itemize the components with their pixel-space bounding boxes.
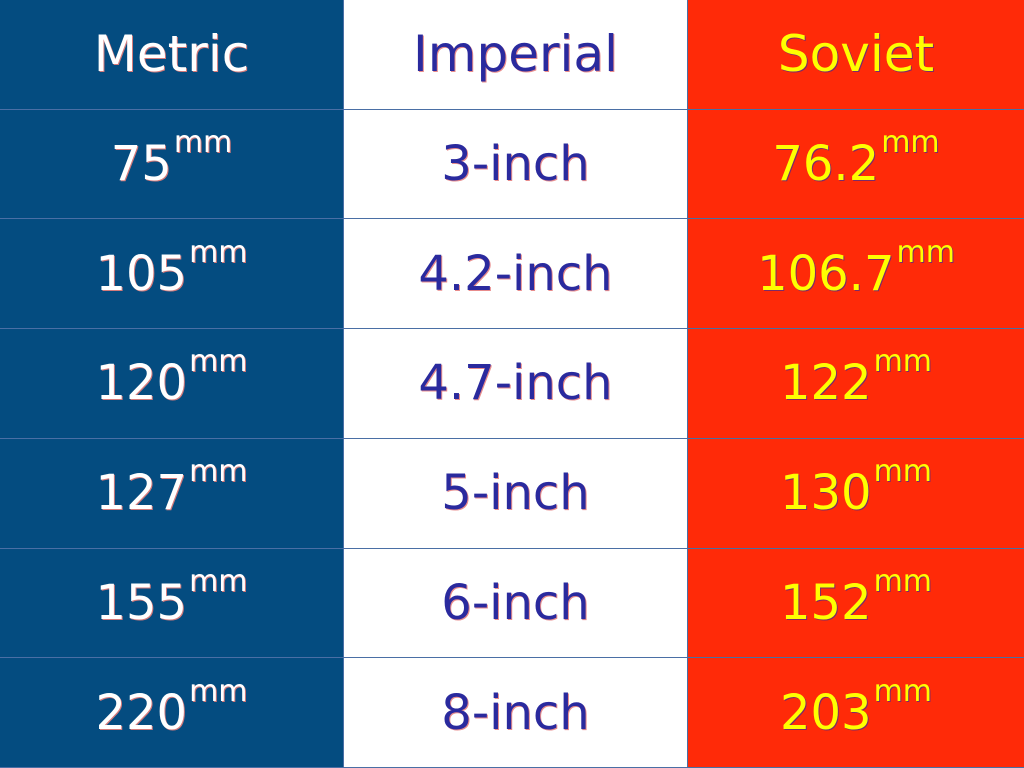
imperial-value: 3-inch [441, 136, 590, 193]
metric-cell: 155 mm [0, 548, 344, 659]
metric-value: 220 [95, 684, 188, 741]
metric-cell: 75 mm [0, 109, 344, 220]
imperial-cell: 4.7-inch [344, 329, 688, 439]
soviet-cell: 122 mm [688, 329, 1024, 439]
soviet-unit: mm [873, 344, 933, 380]
soviet-value: 76.2 [772, 136, 880, 193]
soviet-value: 203 [779, 684, 872, 741]
metric-value: 127 [95, 465, 188, 522]
soviet-value: 152 [779, 574, 872, 631]
metric-unit: mm [189, 454, 248, 490]
imperial-value: 6-inch [441, 574, 590, 631]
soviet-unit: mm [873, 454, 933, 490]
soviet-value: 130 [779, 465, 872, 522]
metric-value: 155 [95, 574, 188, 631]
imperial-value: 5-inch [441, 465, 590, 522]
soviet-cell: 152 mm [688, 548, 1024, 659]
header-soviet-label: Soviet [777, 25, 935, 84]
metric-unit: mm [189, 673, 248, 709]
imperial-value: 4.7-inch [418, 355, 613, 412]
soviet-unit: mm [873, 673, 933, 709]
soviet-unit: mm [873, 563, 933, 599]
soviet-value: 122 [779, 355, 872, 412]
metric-value: 105 [95, 245, 188, 302]
header-imperial: Imperial [344, 0, 688, 110]
imperial-cell: 5-inch [344, 438, 688, 549]
metric-cell: 105 mm [0, 219, 344, 330]
metric-unit: mm [189, 563, 248, 599]
imperial-value: 8-inch [441, 684, 590, 741]
metric-unit: mm [189, 234, 248, 270]
soviet-value: 106.7 [757, 245, 895, 302]
metric-cell: 120 mm [0, 329, 344, 439]
header-metric: Metric [0, 0, 344, 110]
imperial-cell: 4.2-inch [344, 219, 688, 330]
imperial-cell: 8-inch [344, 658, 688, 768]
imperial-value: 4.2-inch [418, 245, 613, 302]
header-metric-label: Metric [93, 25, 250, 84]
soviet-cell: 130 mm [688, 438, 1024, 549]
soviet-cell: 106.7 mm [688, 219, 1024, 330]
metric-cell: 220 mm [0, 658, 344, 768]
metric-value: 120 [95, 355, 188, 412]
imperial-cell: 3-inch [344, 109, 688, 220]
header-imperial-label: Imperial [413, 25, 618, 84]
soviet-unit: mm [896, 234, 955, 270]
header-soviet: Soviet [688, 0, 1024, 110]
metric-value: 75 [110, 136, 172, 193]
soviet-cell: 203 mm [688, 658, 1024, 768]
imperial-cell: 6-inch [344, 548, 688, 659]
soviet-unit: mm [881, 125, 940, 161]
soviet-cell: 76.2 mm [688, 109, 1024, 220]
metric-cell: 127 mm [0, 438, 344, 549]
metric-unit: mm [189, 344, 248, 380]
metric-unit: mm [173, 125, 233, 161]
